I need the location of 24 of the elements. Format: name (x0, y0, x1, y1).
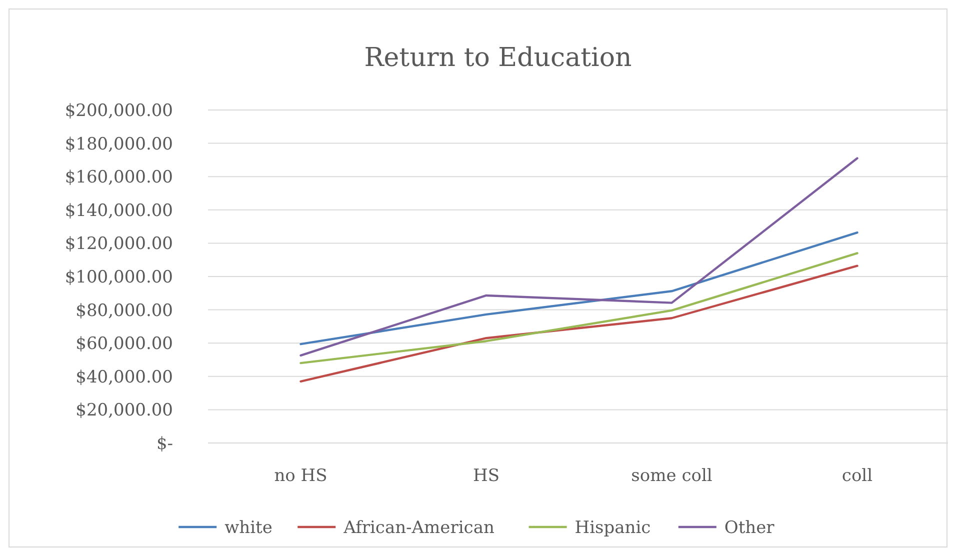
line-series (300, 264, 858, 382)
y-tick-label: $200,000.00 (64, 100, 173, 121)
y-tick-label: $180,000.00 (64, 134, 173, 154)
line-series (300, 157, 858, 357)
y-tick-label: $60,000.00 (76, 334, 173, 354)
x-tick-label: HS (473, 466, 500, 486)
chart-title: Return to Education (364, 43, 632, 73)
y-tick-label: $- (156, 434, 173, 454)
y-tick-label: $100,000.00 (64, 267, 173, 288)
y-tick-label: $80,000.00 (76, 300, 173, 321)
y-tick-label: $20,000.00 (76, 400, 173, 421)
y-tick-label: $160,000.00 (64, 168, 173, 188)
legend-label: Hispanic (574, 518, 651, 538)
x-tick-label: some coll (631, 466, 712, 486)
y-tick-label: $40,000.00 (76, 367, 173, 388)
legend-label: Other (724, 518, 776, 538)
y-tick-label: $140,000.00 (64, 200, 173, 221)
y-tick-label: $120,000.00 (64, 234, 173, 254)
legend-label: African-American (342, 518, 494, 538)
x-tick-label: coll (842, 466, 873, 486)
line-series (300, 231, 858, 346)
x-tick-label: no HS (274, 466, 328, 486)
line-series (300, 252, 858, 364)
legend-label: white (224, 518, 272, 538)
